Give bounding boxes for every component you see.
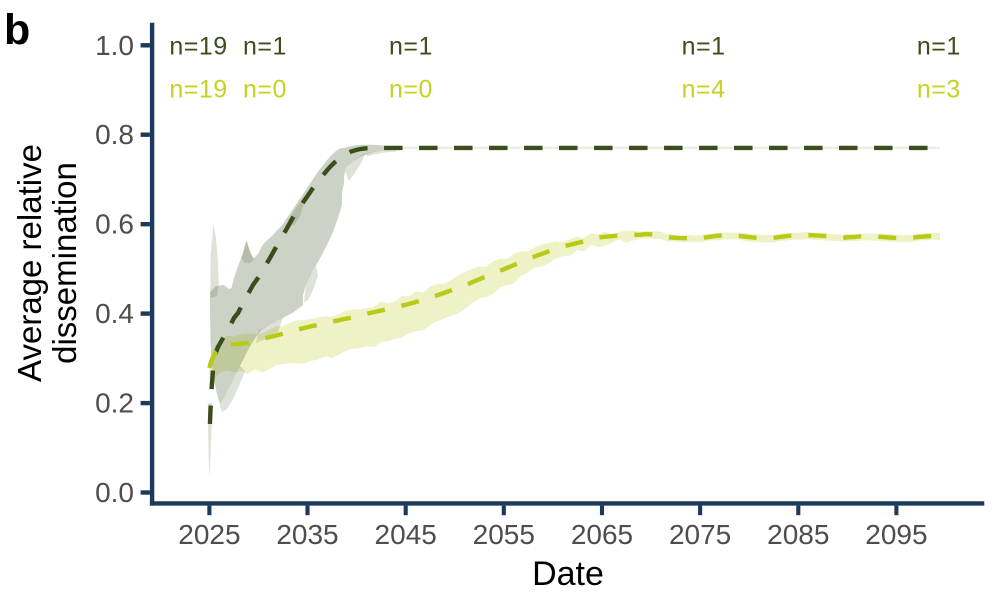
svg-text:2035: 2035 [276, 519, 338, 550]
svg-text:Date: Date [532, 555, 604, 593]
svg-text:2085: 2085 [767, 519, 829, 550]
svg-text:n=19: n=19 [169, 32, 227, 60]
svg-text:0.6: 0.6 [95, 209, 134, 240]
svg-text:2065: 2065 [571, 519, 633, 550]
svg-text:n=0: n=0 [389, 76, 433, 104]
svg-text:1.0: 1.0 [95, 30, 134, 61]
svg-text:n=1: n=1 [682, 32, 726, 60]
svg-text:b: b [4, 6, 30, 54]
svg-text:2095: 2095 [865, 519, 927, 550]
svg-text:n=19: n=19 [169, 76, 227, 104]
svg-text:n=1: n=1 [243, 32, 287, 60]
svg-text:0.8: 0.8 [95, 119, 134, 150]
svg-text:2025: 2025 [178, 519, 240, 550]
svg-text:0.2: 0.2 [95, 388, 134, 419]
svg-text:Average relative: Average relative [11, 144, 48, 382]
svg-text:n=4: n=4 [682, 76, 726, 104]
svg-text:n=3: n=3 [917, 76, 961, 104]
svg-text:n=1: n=1 [389, 32, 433, 60]
svg-text:n=1: n=1 [917, 32, 961, 60]
svg-text:2075: 2075 [669, 519, 731, 550]
svg-text:n=0: n=0 [243, 76, 287, 104]
svg-text:dissemination: dissemination [46, 162, 83, 364]
svg-text:2045: 2045 [375, 519, 437, 550]
svg-text:0.0: 0.0 [95, 477, 134, 508]
svg-text:2055: 2055 [473, 519, 535, 550]
svg-text:0.4: 0.4 [95, 298, 134, 329]
